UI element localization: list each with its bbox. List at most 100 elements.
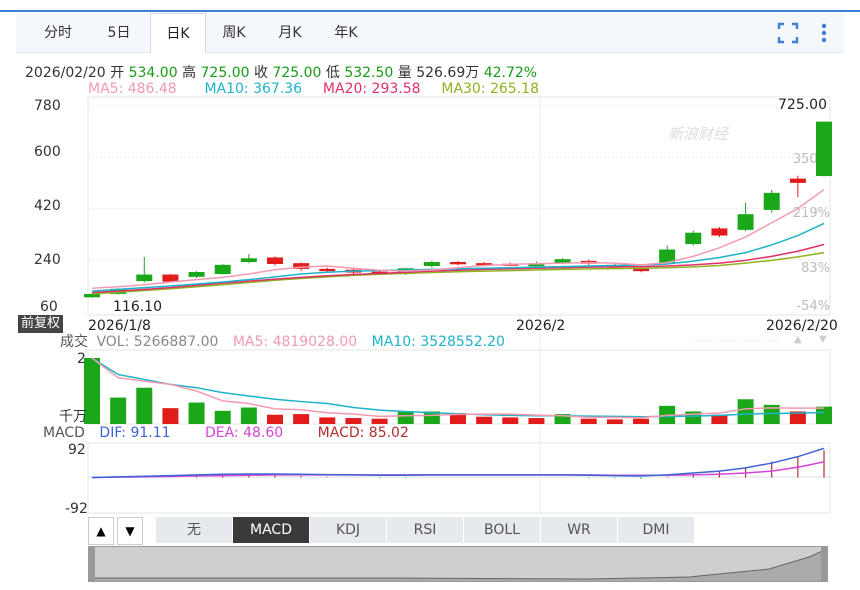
volume-bar-16 [502, 417, 519, 424]
candle-body-27 [789, 178, 806, 183]
macd-tick-top: 92 [68, 442, 86, 458]
macd-dea: DEA: 48.60 [205, 425, 284, 441]
indicator-tab-5[interactable]: WR [541, 517, 618, 543]
range-scrollbar[interactable] [88, 546, 828, 582]
indicator-tab-1[interactable]: MACD [233, 517, 310, 543]
close-label: 收 [253, 65, 268, 81]
ma30-line [91, 251, 825, 295]
high-label: 高 [182, 65, 197, 81]
candle-body-17 [528, 264, 545, 267]
ma30-legend: MA30: 265.18 [441, 81, 539, 97]
candle-body-26 [763, 192, 780, 210]
dif-line [91, 447, 825, 479]
ma10-line [91, 222, 825, 292]
volume-bar-5 [214, 410, 231, 424]
tab-0[interactable]: 分时 [44, 25, 72, 41]
macd-tick-bottom: -92 [65, 501, 88, 517]
volume-down-arrow-icon[interactable]: ▼ [819, 334, 827, 345]
volume-bar-20 [606, 419, 623, 424]
volume-bar-18 [554, 414, 571, 424]
macd-value: MACD: 85.02 [317, 425, 409, 441]
scrollbar-preview [89, 548, 827, 581]
ma20-legend: MA20: 293.58 [322, 81, 421, 97]
candle-body-8 [293, 263, 310, 269]
scrollbar-right-handle[interactable] [821, 547, 827, 581]
volume-ma5-line [91, 357, 825, 419]
volume-title: 成交 [60, 334, 88, 350]
candle-body-6 [240, 258, 257, 263]
scrollbar-left-handle[interactable] [89, 547, 95, 581]
date-start: 2026/1/8 [88, 318, 151, 334]
period-tab-bar: 分时 5日 日K 周K 月K 年K [16, 13, 844, 53]
tab-2[interactable]: 日K [150, 13, 206, 53]
volume-bar-19 [580, 418, 597, 424]
volume-bar-1 [110, 397, 127, 424]
nav-down-button[interactable]: ▼ [117, 517, 143, 545]
volume-ma5: MA5: 4819028.00 [232, 334, 358, 350]
macd-title: MACD [43, 425, 85, 441]
price-tick-420: 420 [34, 198, 61, 214]
tab-1[interactable]: 5日 [107, 25, 131, 41]
volume-bar-10 [345, 418, 362, 424]
price-tick-240: 240 [34, 252, 61, 268]
watermark-text: 新浪财经 [668, 125, 729, 143]
volume-tick-top: 2 [77, 351, 86, 367]
indicator-tab-6[interactable]: DMI [618, 517, 695, 543]
candle-body-22 [659, 249, 676, 263]
volume-bar-28 [816, 406, 832, 424]
candle-body-7 [267, 257, 283, 265]
pct-tick-83: 83% [801, 261, 830, 276]
open-value: 534.00 [128, 65, 178, 81]
pct-tick-neg54: -54% [796, 299, 830, 314]
volume-bar-9 [319, 417, 336, 424]
nav-up-button[interactable]: ▲ [88, 517, 114, 545]
indicator-tab-0[interactable]: 无 [156, 517, 233, 543]
ma20-line [91, 243, 825, 294]
pct-tick-219: 219% [792, 206, 830, 221]
candle-body-0 [84, 293, 100, 298]
low-value: 532.50 [344, 65, 394, 81]
candle-body-2 [136, 274, 153, 282]
volume-unit: 千万 [59, 409, 87, 425]
fullscreen-icon[interactable] [776, 21, 800, 45]
date-mid: 2026/2 [516, 318, 566, 334]
volume-ma10: MA10: 3528552.20 [371, 334, 505, 350]
sina-watermark: 新浪财经 [668, 123, 728, 144]
price-tick-600: 600 [34, 144, 61, 160]
more-vertical-icon[interactable] [812, 21, 836, 45]
volume-bar-27 [789, 411, 806, 424]
candle-body-25 [737, 214, 754, 230]
ma5-line [91, 188, 825, 289]
indicator-tab-4[interactable]: BOLL [464, 517, 541, 543]
volume-bar-14 [450, 413, 466, 424]
indicator-tab-3[interactable]: RSI [387, 517, 464, 543]
tab-4[interactable]: 月K [278, 25, 302, 41]
volume-bar-15 [476, 416, 493, 424]
low-label: 低 [325, 65, 340, 81]
indicator-tab-2[interactable]: KDJ [310, 517, 387, 543]
volume-bar-17 [528, 418, 545, 424]
candle-body-5 [214, 264, 231, 274]
min-price-label: 116.10 [113, 299, 162, 315]
open-label: 开 [110, 65, 125, 81]
change-percent: 42.72% [483, 65, 538, 81]
volume-up-arrow-icon[interactable]: ▲ [794, 334, 802, 345]
volume-bar-26 [763, 404, 780, 424]
candle-body-4 [188, 271, 205, 277]
top-accent-line [0, 10, 860, 12]
candle-body-15 [476, 263, 493, 266]
ma10-legend: MA10: 367.36 [204, 81, 303, 97]
volume-bar-4 [188, 402, 205, 424]
tab-5[interactable]: 年K [334, 25, 358, 41]
volume-bar-2 [136, 387, 153, 424]
candle-body-18 [554, 259, 571, 264]
ma-legend: MA5: 486.48 MA10: 367.36 MA20: 293.58 MA… [88, 81, 545, 97]
quote-info-line: 2026/02/20 开 534.00 高 725.00 收 725.00 低 … [25, 62, 537, 82]
max-price-label: 725.00 [778, 97, 827, 113]
tab-3[interactable]: 周K [222, 25, 246, 41]
fuquan-label[interactable]: 前复权 [18, 315, 64, 333]
ma5-legend: MA5: 486.48 [88, 81, 177, 97]
price-tick-780: 780 [34, 98, 61, 114]
volume-bar-24 [711, 414, 728, 424]
